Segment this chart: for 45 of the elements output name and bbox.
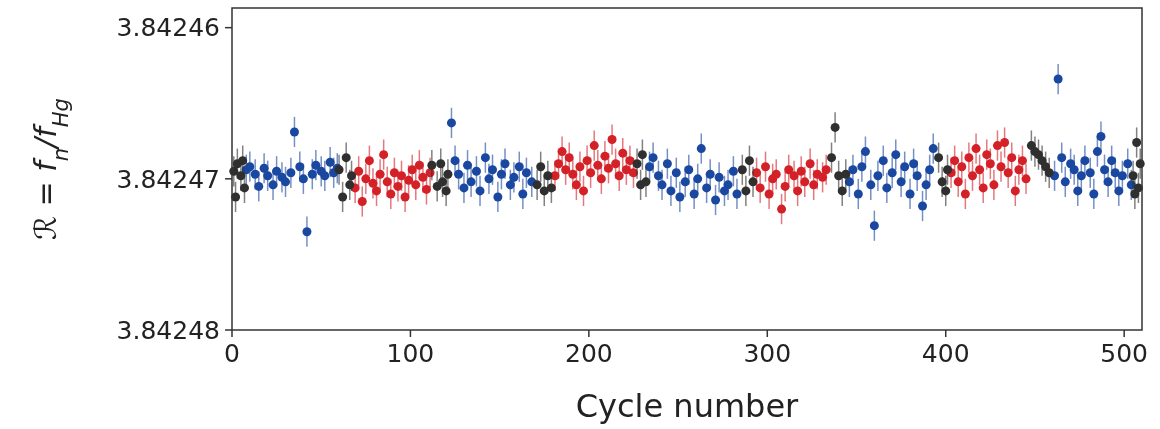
x-tick-label: 500 <box>1100 339 1149 368</box>
point <box>441 186 451 196</box>
point <box>741 186 751 196</box>
point <box>238 156 248 166</box>
point <box>830 122 840 132</box>
point <box>532 180 542 190</box>
point <box>239 183 249 193</box>
point <box>536 162 546 172</box>
point <box>641 177 651 187</box>
x-tick-label: 400 <box>921 339 970 368</box>
point <box>539 186 549 196</box>
point <box>436 159 446 169</box>
point <box>937 177 947 187</box>
point <box>443 169 453 179</box>
point <box>841 169 851 179</box>
point <box>543 171 553 181</box>
point <box>341 153 351 163</box>
y-tick-label: 3.84246 <box>116 13 220 43</box>
x-tick-label: 200 <box>565 339 613 368</box>
point <box>546 183 556 193</box>
y-tick-label: 3.84247 <box>116 164 220 194</box>
point <box>941 186 951 196</box>
x-tick-label: 100 <box>386 339 435 368</box>
point <box>837 186 847 196</box>
point <box>1044 168 1054 178</box>
x-tick-label: 300 <box>743 339 792 368</box>
x-axis-title: Cycle number <box>575 387 800 425</box>
point <box>1128 171 1138 181</box>
point <box>748 177 758 187</box>
point <box>632 159 642 169</box>
x-tick-label: 0 <box>224 339 240 368</box>
point <box>744 156 754 166</box>
y-tick-label: 3.84248 <box>116 315 220 345</box>
point <box>338 192 348 202</box>
point <box>934 153 944 163</box>
point <box>1132 138 1142 148</box>
point <box>345 180 355 190</box>
point <box>827 153 837 163</box>
point <box>637 150 647 160</box>
point <box>438 177 448 187</box>
point <box>737 165 747 175</box>
point <box>347 171 357 181</box>
point <box>236 171 246 181</box>
point <box>834 171 844 181</box>
point <box>427 160 437 170</box>
